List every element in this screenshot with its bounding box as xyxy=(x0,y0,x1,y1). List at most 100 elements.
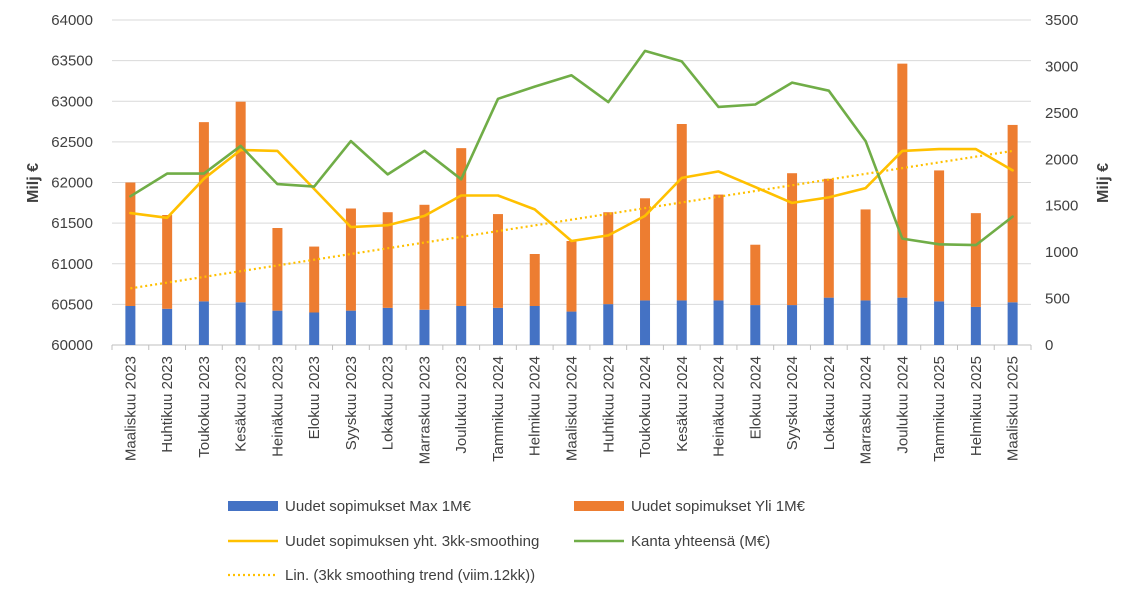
left-tick-label: 62000 xyxy=(51,175,93,192)
right-axis: 0 500 1000 1500 2000 2500 3000 3500 xyxy=(1045,12,1078,354)
category-label: Joulukuu 2024 xyxy=(894,356,911,454)
bar xyxy=(198,301,209,345)
bar xyxy=(492,214,503,308)
bar xyxy=(492,307,503,345)
bar xyxy=(970,213,981,307)
bar xyxy=(676,300,687,345)
right-tick-label: 1000 xyxy=(1045,244,1078,261)
category-label: Joulukuu 2023 xyxy=(453,356,470,454)
legend-label: Uudet sopimukset Max 1M€ xyxy=(285,498,472,515)
category-label: Helmikuu 2025 xyxy=(968,356,985,456)
category-label: Toukokuu 2023 xyxy=(196,356,213,458)
right-tick-label: 3500 xyxy=(1045,12,1078,29)
category-label: Heinäkuu 2023 xyxy=(269,356,286,457)
bar xyxy=(823,178,834,298)
bar xyxy=(566,241,577,312)
legend-label: Uudet sopimuksen yht. 3kk-smoothing xyxy=(285,533,539,550)
bar xyxy=(713,300,724,345)
bar xyxy=(897,63,908,298)
bar xyxy=(603,304,614,345)
bar xyxy=(345,310,356,345)
series-line xyxy=(129,49,1014,247)
category-label: Elokuu 2023 xyxy=(306,356,323,439)
bar xyxy=(529,254,540,306)
legend: Uudet sopimukset Max 1M€ Uudet sopimukset… xyxy=(228,498,806,584)
right-tick-label: 2000 xyxy=(1045,151,1078,168)
series-line xyxy=(129,147,1014,243)
bar xyxy=(566,311,577,345)
bar xyxy=(125,182,136,306)
category-label: Tammikuu 2025 xyxy=(931,356,948,462)
bar xyxy=(419,204,430,310)
bar xyxy=(419,309,430,345)
bar xyxy=(823,297,834,345)
left-tick-label: 63000 xyxy=(51,93,93,110)
bar xyxy=(713,194,724,301)
category-label: Tammikuu 2024 xyxy=(490,356,507,462)
bar xyxy=(603,212,614,305)
category-label: Huhtikuu 2024 xyxy=(600,356,617,453)
bar xyxy=(529,306,540,345)
lines xyxy=(129,49,1014,290)
bar xyxy=(456,148,467,306)
category-label: Heinäkuu 2024 xyxy=(711,356,728,457)
bar xyxy=(676,124,687,301)
bar xyxy=(309,246,320,313)
category-label: Lokakuu 2024 xyxy=(821,356,838,450)
category-label: Syyskuu 2023 xyxy=(343,356,360,450)
left-tick-label: 62500 xyxy=(51,134,93,151)
right-tick-label: 1500 xyxy=(1045,198,1078,215)
left-tick-label: 61500 xyxy=(51,215,93,232)
bar xyxy=(125,306,136,345)
legend-swatch xyxy=(574,501,624,511)
bar xyxy=(235,101,246,303)
category-label: Syyskuu 2024 xyxy=(784,356,801,450)
category-label: Maaliskuu 2025 xyxy=(1005,356,1022,461)
category-label: Kesäkuu 2024 xyxy=(674,356,691,452)
trend-line xyxy=(130,149,1013,290)
bar xyxy=(934,301,945,345)
left-tick-label: 60000 xyxy=(51,337,93,354)
category-label: Huhtikuu 2023 xyxy=(159,356,176,453)
gridlines xyxy=(112,19,1031,346)
bar xyxy=(198,122,209,302)
right-tick-label: 500 xyxy=(1045,291,1070,308)
category-label: Maaliskuu 2024 xyxy=(564,356,581,461)
bar xyxy=(787,305,798,345)
bar xyxy=(934,170,945,302)
category-axis: Maaliskuu 2023 Huhtikuu 2023 Toukokuu 2023… xyxy=(111,345,1032,464)
bar xyxy=(235,302,246,345)
left-tick-label: 63500 xyxy=(51,53,93,70)
bar xyxy=(970,306,981,345)
category-label: Toukokuu 2024 xyxy=(637,356,654,458)
left-tick-label: 60500 xyxy=(51,296,93,313)
bar xyxy=(309,312,320,345)
category-label: Marraskuu 2024 xyxy=(858,356,875,464)
legend-label: Kanta yhteensä (M€) xyxy=(631,533,770,550)
legend-swatch xyxy=(228,501,278,511)
category-label: Marraskuu 2023 xyxy=(416,356,433,464)
bar xyxy=(272,228,283,311)
bar xyxy=(897,297,908,345)
bar xyxy=(1007,124,1018,303)
right-tick-label: 2500 xyxy=(1045,105,1078,122)
left-axis-title: Milj € xyxy=(25,163,42,203)
bar xyxy=(640,300,651,345)
bar xyxy=(345,208,356,311)
left-tick-label: 61000 xyxy=(51,256,93,273)
bar xyxy=(1007,302,1018,345)
legend-label: Uudet sopimukset Yli 1M€ xyxy=(631,498,806,515)
left-axis: 60000 60500 61000 61500 62000 62500 63000 63500… xyxy=(51,12,93,354)
category-label: Lokakuu 2023 xyxy=(380,356,397,450)
bar xyxy=(456,306,467,345)
bar xyxy=(860,209,871,301)
bar xyxy=(860,300,871,345)
bar xyxy=(787,173,798,306)
category-label: Kesäkuu 2023 xyxy=(233,356,250,452)
right-tick-label: 3000 xyxy=(1045,58,1078,75)
category-label: Helmikuu 2024 xyxy=(527,356,544,456)
right-tick-label: 0 xyxy=(1045,337,1053,354)
bars xyxy=(125,63,1018,345)
